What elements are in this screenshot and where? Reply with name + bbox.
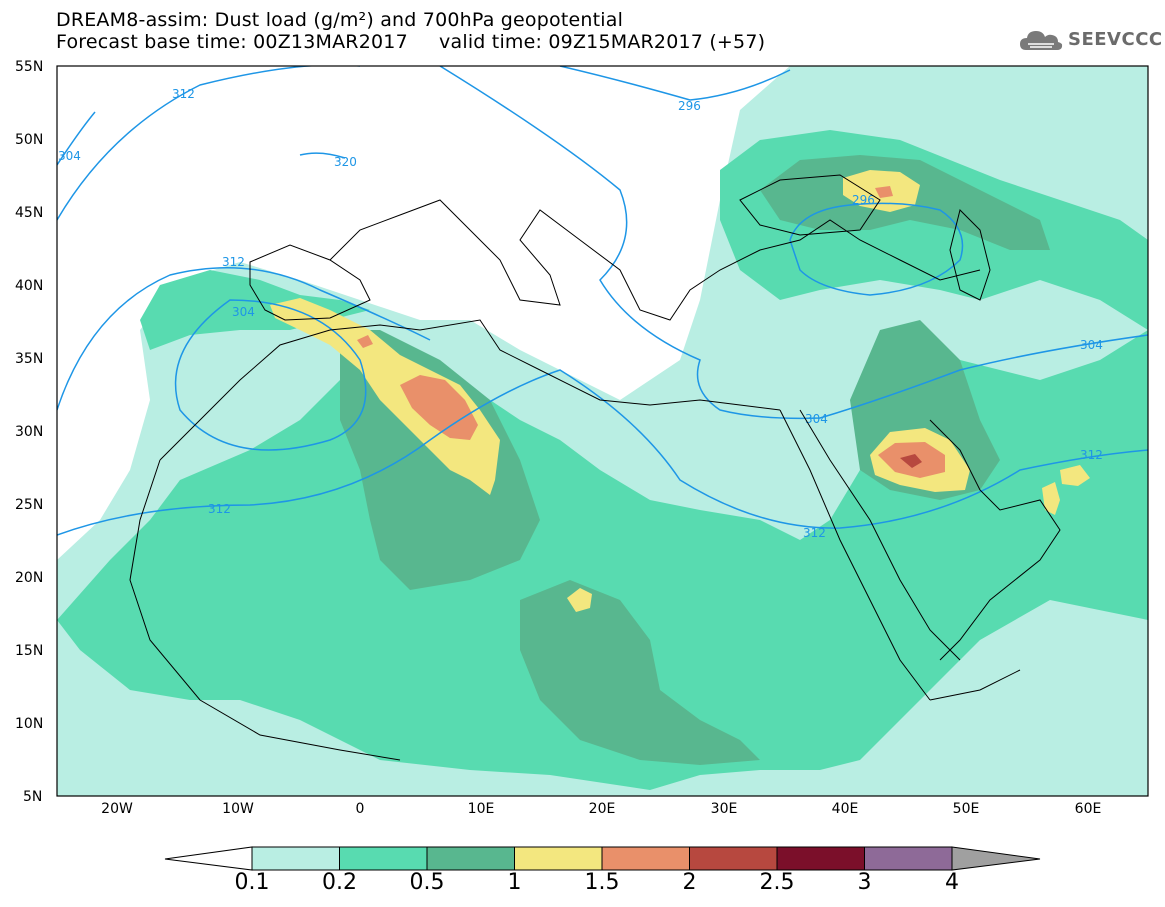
contour-304-west — [57, 111, 96, 166]
lon-label: 20E — [589, 801, 616, 817]
coastline-hornafrica — [929, 669, 1021, 701]
lat-label: 5N — [23, 789, 42, 805]
coastline-redsea — [779, 409, 961, 701]
cloud-icon — [1020, 31, 1063, 50]
lat-label: 45N — [15, 205, 43, 221]
contour-labels: 312 296 320 304 312 304 312 296 304 312 … — [58, 87, 1103, 540]
lat-label: 35N — [15, 351, 43, 367]
contour-label: 304 — [805, 412, 828, 426]
contour-label: 320 — [334, 155, 357, 169]
contour-label: 296 — [852, 193, 875, 207]
contour-296-north — [559, 66, 791, 101]
dust-area-2 — [900, 454, 922, 468]
contour-label: 312 — [1080, 448, 1103, 462]
contour-320 — [299, 152, 346, 159]
dust-area-1-oman — [1042, 465, 1090, 515]
colorbar-label: 1.5 — [584, 870, 620, 895]
colorbar-segment — [426, 846, 515, 871]
contour-296-caucasus — [789, 202, 964, 296]
colorbar-over-triangle — [951, 846, 1041, 871]
colorbar-segments — [251, 846, 953, 871]
coastline-iberia — [249, 244, 371, 321]
latitude-labels: 55N 50N 45N 40N 35N 30N 25N 20N 15N 10N … — [15, 59, 43, 805]
colorbar-segment — [251, 846, 340, 871]
lat-label: 55N — [15, 59, 43, 75]
colorbar-label: 0.1 — [234, 870, 270, 895]
colorbar-segment — [689, 846, 778, 871]
lon-label: 20W — [101, 801, 133, 817]
colorbar-segment — [776, 846, 865, 871]
map-frame — [56, 65, 1149, 797]
contour-312-north — [57, 66, 360, 221]
colorbar-segment — [339, 846, 428, 871]
lon-label: 40E — [832, 801, 859, 817]
lat-label: 30N — [15, 424, 43, 440]
dust-area-0.5-sahel — [520, 580, 760, 765]
lon-label: 60E — [1075, 801, 1102, 817]
contour-label: 312 — [803, 526, 826, 540]
colorbar-segment — [514, 846, 603, 871]
colorbar-segment — [601, 846, 690, 871]
coastline-blacksea — [739, 174, 881, 236]
coastline-africa-west — [129, 459, 401, 761]
coastline-arabia — [929, 419, 1061, 661]
colorbar-label: 0.2 — [322, 870, 357, 895]
coastline-africa-north — [159, 319, 781, 461]
contour-label: 296 — [678, 99, 701, 113]
dust-area-1.5 — [400, 375, 478, 440]
colorbar-label: 1 — [507, 870, 522, 895]
contour-label: 312 — [222, 255, 245, 269]
seevccc-logo: SEEVCCC — [1018, 26, 1162, 56]
lat-label: 40N — [15, 278, 43, 294]
map-subtitle: Forecast base time: 00Z13MAR2017 valid t… — [56, 31, 766, 53]
colorbar-under-triangle — [164, 846, 253, 871]
lon-label: 30E — [711, 801, 738, 817]
map-title: DREAM8-assim: Dust load (g/m²) and 700hP… — [56, 9, 624, 31]
dust-fields — [57, 66, 1148, 796]
contour-label: 312 — [172, 87, 195, 101]
dust-area-1 — [270, 298, 500, 495]
colorbar-label: 3 — [857, 870, 872, 895]
contour-label: 304 — [232, 305, 255, 319]
contour-304-central — [439, 66, 1148, 420]
lat-label: 20N — [15, 570, 43, 586]
colorbar-label: 4 — [945, 870, 959, 895]
coastlines — [129, 174, 1061, 761]
longitude-labels: 20W 10W 0 10E 20E 30E 40E 50E 60E — [101, 801, 1101, 817]
contour-304-ring — [174, 299, 367, 451]
contour-label: 304 — [58, 149, 81, 163]
lat-label: 10N — [15, 716, 43, 732]
colorbar-label: 0.5 — [409, 870, 445, 895]
colorbar-label: 2.5 — [759, 870, 795, 895]
lat-label: 50N — [15, 132, 43, 148]
contour-312-iberia — [57, 267, 431, 411]
contour-label: 304 — [1080, 338, 1103, 352]
coastline-caspian — [949, 209, 991, 301]
colorbar-label: 2 — [682, 870, 697, 895]
lon-label: 10W — [222, 801, 254, 817]
coastline-europe — [329, 199, 981, 321]
logo-text: SEEVCCC — [1068, 29, 1163, 50]
lon-label: 10E — [468, 801, 495, 817]
lon-label: 0 — [356, 801, 365, 817]
lat-label: 25N — [15, 497, 43, 513]
colorbar-segment — [864, 846, 953, 871]
dust-area-1-chad — [567, 588, 592, 612]
lat-label: 15N — [15, 643, 43, 659]
colorbar — [164, 846, 1041, 871]
lon-label: 50E — [953, 801, 980, 817]
contour-label: 312 — [208, 502, 231, 516]
